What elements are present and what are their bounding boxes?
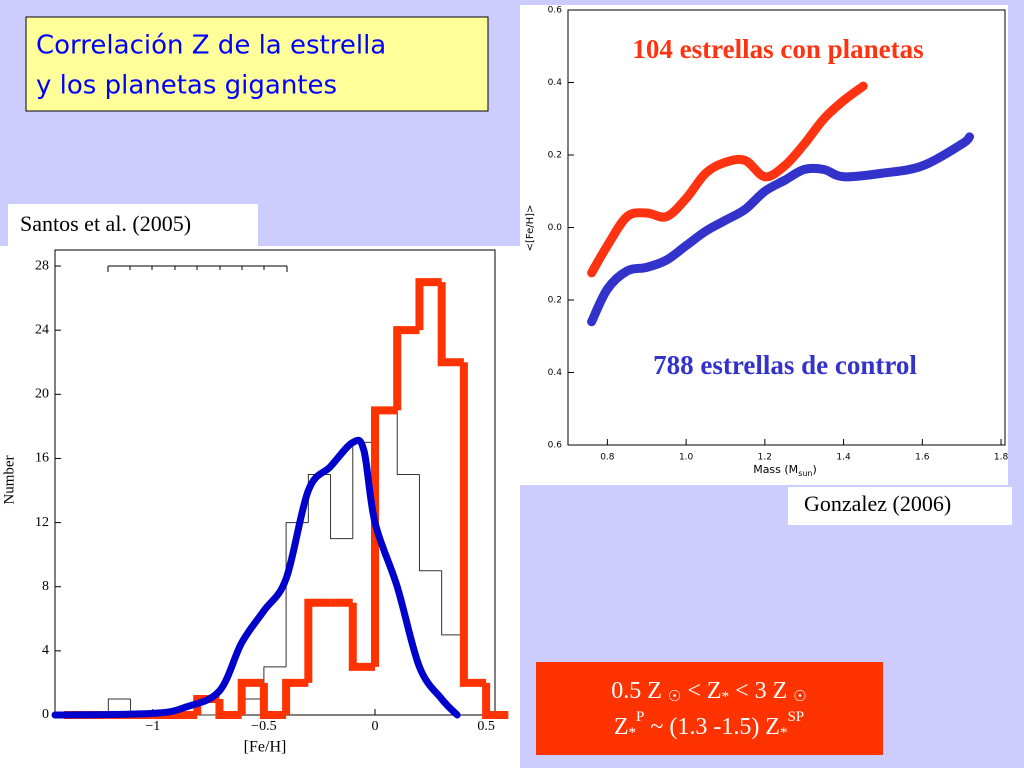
series-line [587,132,975,327]
title-line: Correlación Z de la estrella [36,31,386,61]
y-tick-label: 24 [35,322,49,337]
formula-part: SP [787,709,804,725]
formula-part: * [629,725,637,741]
x-tick-label: 1.8 [994,453,1009,463]
y-tick-label: 0 [42,707,49,722]
y-tick-label: 0.2 [548,151,562,161]
formula-part: ☉ [668,689,681,705]
y-tick-label: 0.6 [548,6,563,16]
y-tick-label: 0.0 [548,223,563,233]
y-tick-label: 12 [35,515,49,530]
histogram-step [393,326,420,411]
histogram-step [282,678,309,715]
x-tick-label: −0.5 [251,719,276,734]
formula-part: * [780,725,788,741]
histogram-step [396,410,420,475]
bracket [107,265,288,272]
histogram-step [237,678,264,715]
x-tick-label: 1.2 [758,453,772,463]
y-axis-label: Number [1,455,17,504]
series-label: 104 estrellas con planetas [632,34,923,64]
formula-part: ~ (1.3 -1.5) Z [644,714,780,740]
formula-box [536,662,883,755]
formula-part: < 3 Z [729,678,793,704]
title-line: y los planetas gigantes [36,71,337,101]
histogram-step [215,698,242,719]
formula-line: Z*P ~ (1.3 -1.5) Z*SP [614,709,804,741]
y-tick-label: 0.2 [548,296,562,306]
x-axis-label: Mass (Msun) [753,463,817,478]
x-axis-label-part: sun [798,469,812,478]
x-tick-label: 0.8 [600,453,615,463]
y-tick-label: 28 [35,258,49,273]
title-box [25,16,489,112]
formula-part: P [636,709,644,725]
histogram-step [418,474,442,572]
histogram-step [259,682,287,719]
histogram-step [371,406,398,667]
histogram-step [437,282,464,367]
right-panel [520,5,1008,485]
formula-part: < Z [681,678,721,704]
formula-part: 0.5 Z [611,678,668,704]
x-axis-label-part: Mass (M [753,463,798,476]
histogram-step [415,278,442,331]
y-tick-label: 8 [42,579,49,594]
x-tick-label: 1.0 [679,453,694,463]
x-tick-label: 0 [372,719,379,734]
histogram-step [304,598,331,683]
formula-line: 0.5 Z ☉ < Z* < 3 Z ☉ [611,678,806,706]
source-left: Santos et al. (2005) [20,211,191,236]
histogram-step [441,570,464,636]
series-label: 788 estrellas de control [653,350,917,380]
fit-curve [51,436,461,719]
y-tick-label: 4 [42,643,49,658]
y-tick-label: 0.4 [548,368,563,378]
x-axis-label-part: ) [813,463,817,476]
source-box [788,487,1012,525]
formula-part: Z [614,714,629,740]
x-tick-label: 1.6 [915,453,930,463]
histogram-step [459,362,487,687]
y-tick-label: 0.4 [548,78,563,88]
y-tick-label: 20 [35,387,49,402]
x-axis-label: [Fe/H] [244,739,287,756]
formula-part: * [722,689,730,705]
histogram-step [107,698,131,715]
y-tick-label: 0.6 [548,441,563,451]
formula-part: ☉ [793,689,806,705]
y-tick-label: 16 [35,451,49,466]
histogram-step [482,682,509,719]
series-line [587,81,868,278]
x-tick-label: 1.4 [836,453,851,463]
source-right: Gonzalez (2006) [804,491,951,516]
y-axis-label: <[Fe/H]> [525,205,536,252]
x-tick-label: 0.5 [477,719,495,734]
source-box [8,204,258,246]
histogram-step [330,474,353,540]
x-tick-label: −1 [145,719,160,734]
histogram-step [348,602,375,671]
